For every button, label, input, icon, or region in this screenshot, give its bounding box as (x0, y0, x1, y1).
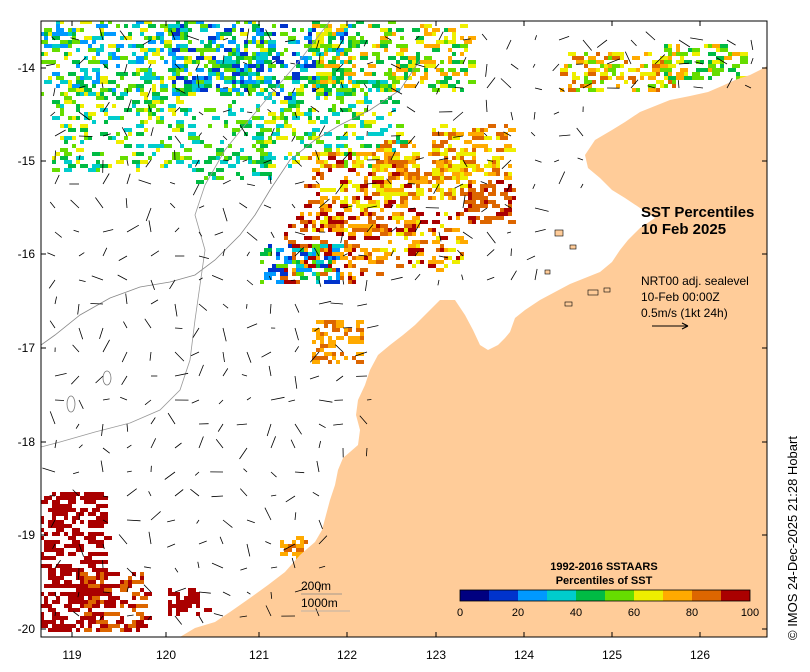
legend-swatch (634, 590, 663, 601)
current-note-line1: NRT00 adj. sealevel (641, 274, 749, 288)
axis-ticks (41, 21, 767, 637)
current-note-line3: 0.5m/s (1kt 24h) (641, 306, 728, 320)
legend-title-line1: 1992-2016 SSTAARS (550, 561, 657, 573)
legend-tick-label: 40 (570, 607, 582, 619)
longitude-label: 119 (62, 648, 81, 662)
legend-title-line2: Percentiles of SST (556, 575, 653, 587)
latitude-axis: -14 -15 -16 -17 -18 -19 -20 (18, 61, 36, 636)
longitude-label: 120 (156, 648, 176, 662)
map-title: SST Percentiles (641, 204, 754, 221)
reef-outline (66, 395, 76, 413)
reef-outline (102, 370, 112, 386)
longitude-label: 125 (602, 648, 622, 662)
latitude-label: -15 (18, 154, 36, 168)
bathymetry-1000m-contour (41, 21, 331, 448)
longitude-axis: 119 120 121 122 123 124 125 126 (62, 648, 710, 662)
imos-credit: © IMOS 24-Dec-2025 21:28 Hobart (785, 436, 800, 640)
longitude-label: 124 (514, 648, 534, 662)
sst-pixel-layer (41, 21, 748, 632)
legend-swatch (489, 590, 518, 601)
latitude-label: -14 (18, 61, 36, 75)
current-note-line2: 10-Feb 00:00Z (641, 290, 720, 304)
latitude-label: -20 (18, 622, 36, 636)
legend-swatch (692, 590, 721, 601)
legend-swatch (518, 590, 547, 601)
longitude-label: 121 (249, 648, 269, 662)
latitude-label: -19 (18, 528, 36, 542)
legend-tick-label: 80 (686, 607, 698, 619)
legend-swatch (547, 590, 576, 601)
legend-swatch (460, 590, 489, 601)
legend-swatch (605, 590, 634, 601)
legend-tick-label: 20 (512, 607, 524, 619)
legend-tick-label: 100 (741, 607, 759, 619)
island-group (544, 229, 611, 307)
legend-swatch (721, 590, 750, 601)
longitude-label: 122 (337, 648, 357, 662)
legend-color-bar (460, 590, 750, 601)
legend-tick-label: 0 (457, 607, 463, 619)
legend-bar-frame (459, 589, 751, 602)
bathymetry-label-1000m: 1000m (301, 596, 338, 610)
legend-swatch (576, 590, 605, 601)
legend-swatch (663, 590, 692, 601)
longitude-label: 126 (690, 648, 710, 662)
longitude-label: 123 (426, 648, 446, 662)
latitude-label: -18 (18, 435, 36, 449)
latitude-label: -17 (18, 341, 36, 355)
legend-tick-label: 60 (628, 607, 640, 619)
plot-frame (40, 20, 768, 638)
land-mass (180, 21, 767, 637)
latitude-label: -16 (18, 247, 36, 261)
current-vector-layer (42, 27, 754, 625)
current-scale-arrow (652, 322, 689, 330)
bathymetry-label-200m: 200m (301, 579, 331, 593)
percentile-legend: 1992-2016 SSTAARS Percentiles of SST 0 2… (457, 561, 759, 619)
map-date: 10 Feb 2025 (641, 221, 726, 238)
